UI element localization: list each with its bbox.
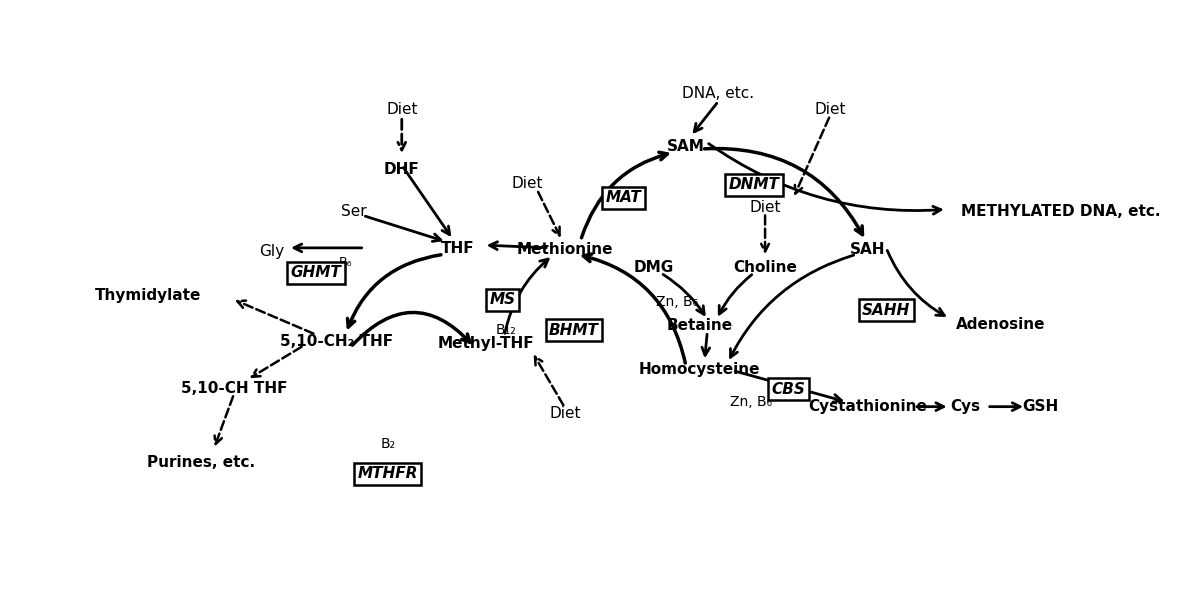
Text: DNMT: DNMT: [728, 177, 779, 192]
Text: Diet: Diet: [815, 102, 846, 117]
Text: MAT: MAT: [606, 190, 642, 205]
Text: 5,10-CH₂ THF: 5,10-CH₂ THF: [280, 334, 393, 349]
Text: CBS: CBS: [772, 382, 805, 397]
Text: 5,10-CH THF: 5,10-CH THF: [180, 380, 287, 396]
Text: DHF: DHF: [383, 162, 419, 177]
Text: Diet: Diet: [386, 102, 417, 117]
Text: SAHH: SAHH: [862, 303, 910, 318]
Text: Adenosine: Adenosine: [956, 317, 1046, 332]
Text: Methyl-THF: Methyl-THF: [438, 336, 534, 352]
Text: MS: MS: [489, 292, 516, 308]
Text: Gly: Gly: [258, 244, 284, 259]
Text: METHYLATED DNA, etc.: METHYLATED DNA, etc.: [960, 204, 1160, 219]
Text: B₁₂: B₁₂: [495, 323, 517, 337]
Text: DMG: DMG: [633, 260, 673, 275]
Text: Cys: Cys: [951, 399, 981, 414]
Text: Diet: Diet: [749, 200, 781, 215]
Text: SAH: SAH: [850, 242, 886, 257]
Text: MTHFR: MTHFR: [358, 467, 418, 481]
Text: Ser: Ser: [340, 204, 367, 219]
Text: SAM: SAM: [667, 139, 704, 154]
Text: Betaine: Betaine: [667, 318, 733, 333]
Text: Zn, B₆: Zn, B₆: [655, 295, 697, 309]
Text: Thymidylate: Thymidylate: [95, 288, 202, 303]
Text: GHMT: GHMT: [291, 265, 341, 280]
Text: THF: THF: [441, 241, 475, 256]
Text: Choline: Choline: [733, 260, 797, 275]
Text: Homocysteine: Homocysteine: [639, 362, 761, 377]
Text: Methionine: Methionine: [517, 242, 613, 257]
Text: DNA, etc.: DNA, etc.: [683, 86, 755, 101]
Text: Zn, B₆: Zn, B₆: [730, 395, 772, 409]
Text: Diet: Diet: [549, 406, 581, 421]
Text: Diet: Diet: [512, 176, 543, 191]
Text: B₆: B₆: [339, 256, 352, 269]
Text: GSH: GSH: [1022, 399, 1058, 414]
Text: Cystathionine: Cystathionine: [808, 399, 927, 414]
Text: Purines, etc.: Purines, etc.: [148, 455, 256, 470]
Text: BHMT: BHMT: [549, 323, 599, 338]
Text: B₂: B₂: [380, 437, 395, 451]
